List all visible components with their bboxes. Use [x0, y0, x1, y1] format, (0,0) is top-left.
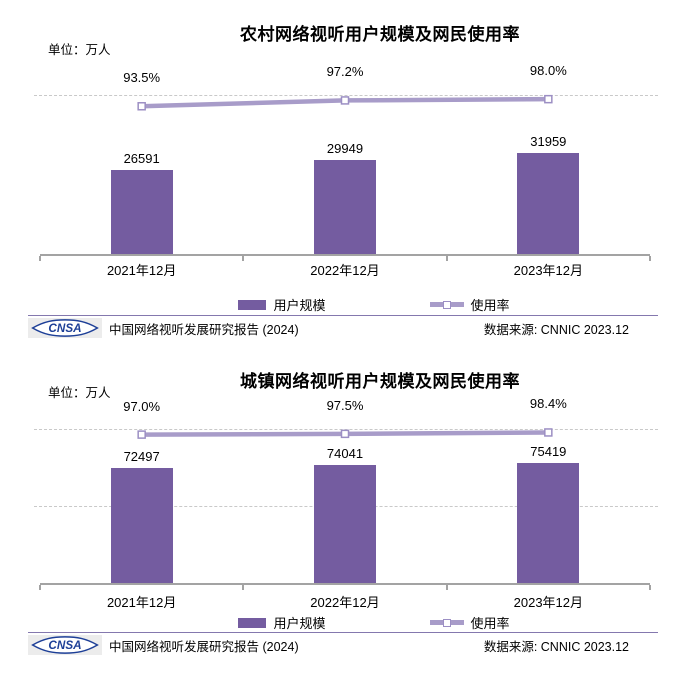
- svg-text:CNSA: CNSA: [48, 639, 81, 652]
- line-marker-icon: [544, 428, 553, 437]
- report-title: 中国网络视听发展研究报告 (2024): [109, 639, 299, 654]
- chart-title: 农村网络视听用户规模及网民使用率: [240, 25, 520, 44]
- x-axis-label: 2021年12月: [106, 595, 177, 610]
- legend: 用户规模 使用率: [0, 613, 685, 632]
- chart-urban: 城镇网络视听用户规模及网民使用率 单位：万人 72497 74041 75419 20…: [0, 341, 685, 683]
- legend-line-label: 使用率: [470, 298, 510, 313]
- x-axis: [40, 254, 650, 256]
- usage-rate-label: 97.2%: [326, 64, 364, 80]
- line-marker-icon: [340, 96, 350, 105]
- legend-item-bar: 用户规模: [238, 295, 326, 314]
- usage-rate-label: 98.0%: [529, 63, 567, 79]
- cnsa-logo: CNSA: [28, 635, 102, 655]
- line-swatch-icon: [429, 618, 464, 627]
- bar-value-label: 29949: [326, 140, 364, 156]
- x-axis-tick: [39, 256, 41, 261]
- legend-item-bar: 用户规模: [238, 613, 326, 632]
- legend-bar-label: 用户规模: [273, 298, 326, 313]
- x-axis-label: 2022年12月: [310, 595, 380, 610]
- unit-label: 单位：万人: [48, 386, 111, 400]
- x-axis-label: 2022年12月: [310, 263, 380, 278]
- cnsa-lens-icon: CNSA: [31, 319, 99, 337]
- x-axis-tick: [242, 585, 245, 590]
- cnsa-lens-icon: CNSA: [31, 636, 99, 654]
- line-marker-icon: [340, 429, 350, 439]
- line-marker-icon: [137, 102, 146, 111]
- x-axis-label: 2021年12月: [106, 263, 177, 278]
- report-title: 中国网络视听发展研究报告 (2024): [109, 322, 299, 337]
- x-axis-tick: [445, 585, 448, 590]
- footer-divider: [28, 632, 658, 633]
- svg-text:CNSA: CNSA: [48, 322, 81, 335]
- usage-rate-label: 97.0%: [123, 398, 161, 414]
- plot-area: 72497 74041 75419 2021年12月 2022年12月 2023年12月 9…: [0, 341, 685, 683]
- chart-rural: 农村网络视听用户规模及网民使用率 单位：万人 26591 29949 31959 20…: [0, 0, 685, 341]
- legend-item-line: 使用率: [429, 613, 510, 632]
- legend-item-line: 使用率: [429, 295, 510, 314]
- user-scale-bar: [110, 170, 173, 254]
- x-axis: [40, 583, 650, 585]
- data-source: 数据来源: CNNIC 2023.12: [483, 639, 629, 654]
- secondary-gridline: [34, 95, 658, 96]
- user-scale-bar: [517, 463, 580, 583]
- user-scale-bar: [314, 159, 376, 254]
- chart-title: 城镇网络视听用户规模及网民使用率: [240, 372, 520, 391]
- footer-divider: [28, 315, 658, 316]
- bar-value-label: 74041: [326, 446, 364, 462]
- usage-rate-label: 97.5%: [326, 397, 364, 413]
- user-scale-bar: [314, 465, 376, 583]
- usage-rate-line: [137, 428, 553, 439]
- x-axis-label: 2023年12月: [513, 263, 584, 278]
- legend: 用户规模 使用率: [0, 295, 685, 314]
- line-marker-icon: [544, 94, 553, 104]
- chart-footer: CNSA 中国网络视听发展研究报告 (2024) 数据来源: CNNIC 202…: [28, 318, 629, 338]
- plot-area: 26591 29949 31959 2021年12月 2022年12月 2023年12月 9…: [0, 0, 685, 341]
- usage-rate-label: 98.4%: [529, 396, 567, 412]
- x-axis-tick: [649, 256, 651, 261]
- x-axis-tick: [445, 256, 448, 261]
- bar-value-label: 31959: [530, 134, 567, 150]
- bar-swatch-icon: [238, 299, 267, 310]
- line-swatch-icon: [429, 300, 464, 309]
- x-axis-tick: [242, 256, 245, 261]
- line-marker-icon: [137, 430, 146, 439]
- bar-value-label: 75419: [530, 444, 567, 460]
- bar-swatch-icon: [238, 617, 267, 628]
- x-axis-tick: [39, 585, 41, 590]
- x-axis-label: 2023年12月: [513, 595, 584, 610]
- data-source: 数据来源: CNNIC 2023.12: [483, 322, 629, 337]
- cnsa-logo: CNSA: [28, 318, 102, 338]
- usage-rate-line: [137, 94, 553, 111]
- secondary-gridline: [34, 429, 658, 430]
- user-scale-bar: [110, 467, 173, 583]
- usage-rate-label: 93.5%: [123, 70, 161, 86]
- chart-footer: CNSA 中国网络视听发展研究报告 (2024) 数据来源: CNNIC 202…: [28, 635, 629, 655]
- bar-value-label: 26591: [123, 151, 160, 167]
- user-scale-bar: [517, 153, 580, 254]
- legend-bar-label: 用户规模: [273, 616, 326, 631]
- unit-label: 单位：万人: [48, 43, 111, 57]
- legend-line-label: 使用率: [470, 616, 510, 631]
- bar-value-label: 72497: [123, 448, 160, 464]
- x-axis-tick: [649, 585, 651, 590]
